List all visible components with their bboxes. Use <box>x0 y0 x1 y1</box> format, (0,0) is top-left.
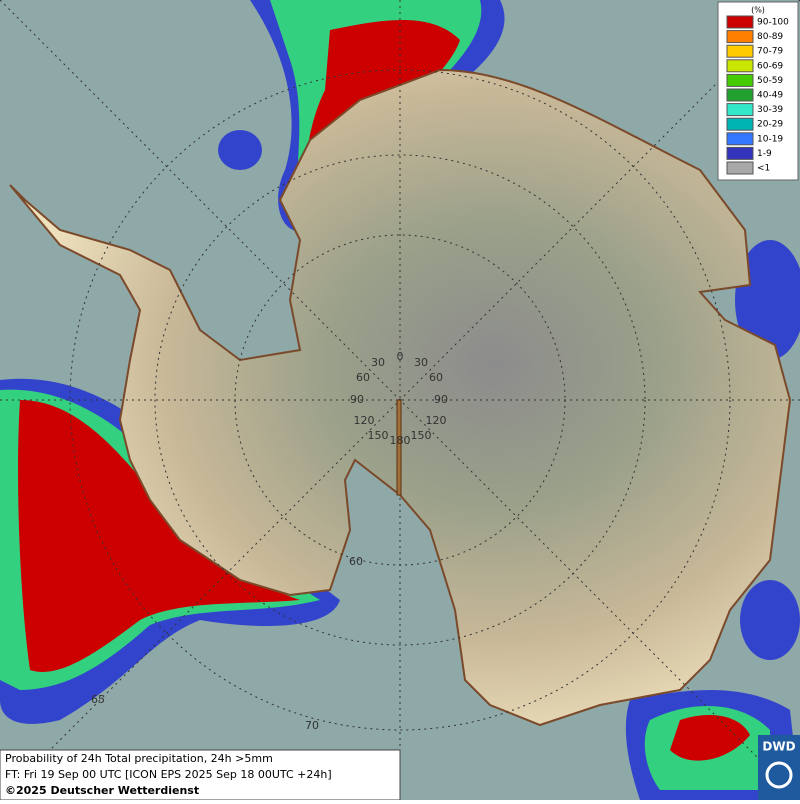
legend-label: 20-29 <box>757 120 783 130</box>
grid-label: 60 <box>356 371 370 384</box>
grid-label: 70 <box>305 719 319 732</box>
legend-swatch <box>726 44 754 58</box>
caption-line: ©2025 Deutscher Wetterdienst <box>5 784 199 797</box>
legend-label: 40-49 <box>757 91 783 101</box>
grid-label: 150 <box>368 429 389 442</box>
legend-swatch <box>726 132 754 146</box>
grid-label: 30 <box>414 356 428 369</box>
legend-label: 90-100 <box>757 18 789 28</box>
legend-swatch <box>726 161 754 175</box>
legend-swatch <box>726 88 754 102</box>
legend: (%) 90-100 80-89 70-79 60-69 50-59 40-49 30-39… <box>717 1 799 181</box>
grid-label: 90 <box>434 393 448 406</box>
legend-swatch <box>726 59 754 73</box>
grid-label: 30 <box>371 356 385 369</box>
grid-label: 60 <box>349 555 363 568</box>
pole-marker <box>396 399 402 496</box>
legend-label: 30-39 <box>757 105 783 115</box>
grid-label: 180 <box>390 434 411 447</box>
legend-label: 10-19 <box>757 134 783 144</box>
legend-label: 60-69 <box>757 61 783 71</box>
legend-swatch <box>726 30 754 44</box>
legend-label: 50-59 <box>757 76 783 86</box>
legend-label: 1-9 <box>757 149 772 159</box>
legend-title: (%) <box>751 6 765 15</box>
legend-label: 80-89 <box>757 32 783 42</box>
grid-label: 0 <box>397 350 404 363</box>
grid-label: 150 <box>411 429 432 442</box>
legend-swatch <box>726 117 754 131</box>
grid-label: 60 <box>429 371 443 384</box>
grid-label: 120 <box>426 414 447 427</box>
legend-label: 70-79 <box>757 47 783 57</box>
grid-label: 65 <box>91 693 105 706</box>
logo: DWD <box>762 740 795 754</box>
grid-label: 90 <box>350 393 364 406</box>
caption-line: Probability of 24h Total precipitation, … <box>5 752 273 765</box>
legend-swatch <box>726 103 754 117</box>
legend-swatch <box>726 73 754 87</box>
caption-line: FT: Fri 19 Sep 00 UTC [ICON EPS 2025 Sep… <box>5 768 332 781</box>
logo-icon <box>765 761 793 789</box>
legend-swatch <box>726 146 754 160</box>
grid-label: 120 <box>354 414 375 427</box>
legend-label: <1 <box>757 164 770 174</box>
logo-box <box>758 735 800 800</box>
caption-box <box>0 749 401 801</box>
legend-swatch <box>726 15 754 29</box>
